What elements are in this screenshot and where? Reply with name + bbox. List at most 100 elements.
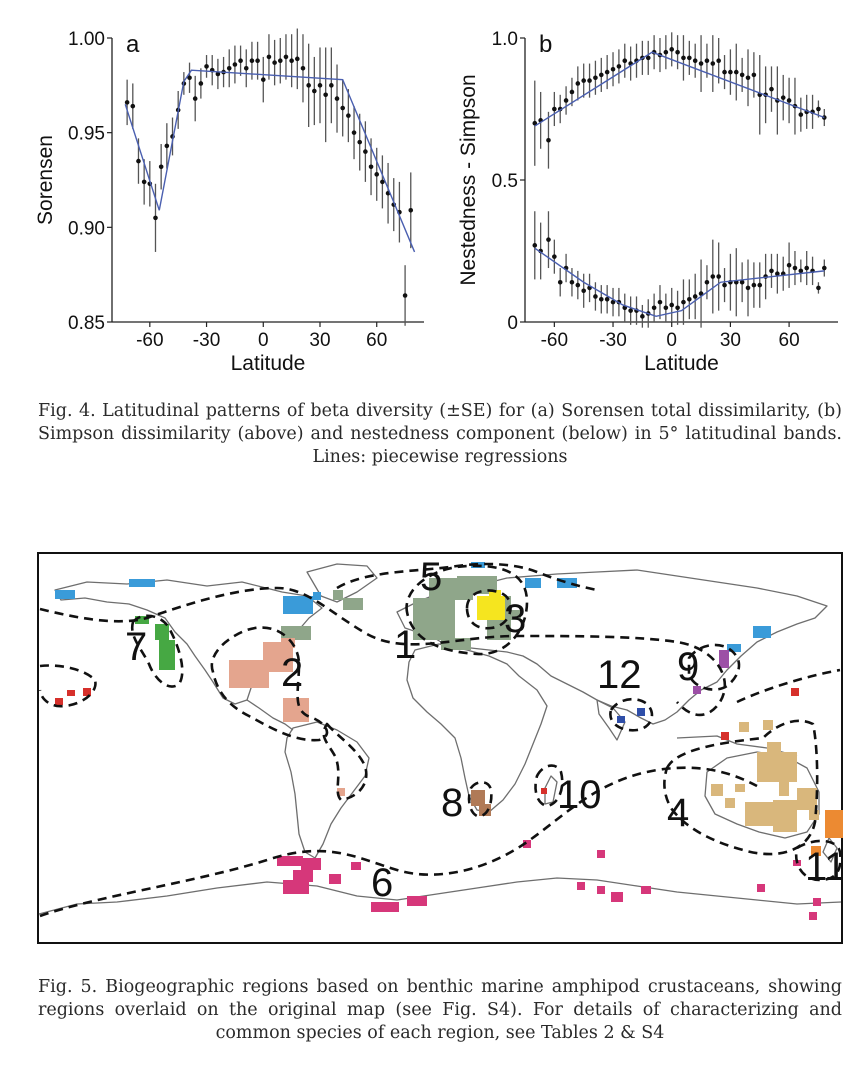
data-point	[581, 78, 586, 83]
x-tick-label: 60	[779, 330, 800, 351]
data-point	[141, 179, 147, 185]
region-cell-sand	[767, 742, 781, 754]
region-boundaries	[38, 562, 842, 918]
regression-line	[124, 69, 416, 253]
data-point	[334, 96, 340, 101]
data-point	[651, 305, 657, 311]
data-point	[692, 58, 698, 64]
region-cell-blue	[557, 578, 577, 588]
data-point	[563, 98, 569, 103]
data-point	[745, 285, 751, 291]
data-point	[669, 47, 675, 52]
region-cell-red	[67, 690, 75, 696]
x-tick-label: -60	[541, 330, 568, 351]
region-cell-yellow	[477, 596, 505, 620]
data-point	[798, 112, 804, 117]
x-tick-label: -30	[599, 330, 626, 351]
data-point	[657, 299, 663, 305]
y-tick-label: 1.0	[492, 29, 518, 50]
region-cell-grayGreen	[343, 598, 363, 610]
region-cell-sand	[757, 752, 797, 782]
data-point	[663, 49, 669, 55]
data-point	[569, 279, 575, 285]
x-axis-label: Latitude	[644, 352, 719, 375]
region-cell-grayGreen	[511, 610, 521, 620]
data-point	[300, 65, 306, 71]
region-cell-orange	[825, 810, 843, 838]
data-point	[329, 83, 334, 88]
panel-label: a	[126, 31, 140, 58]
region-cell-magenta	[277, 856, 303, 866]
data-point	[769, 268, 774, 274]
data-point	[822, 265, 827, 271]
y-axis-label: Nestedness - Simpson	[457, 74, 480, 285]
x-tick-label: -60	[136, 330, 163, 351]
x-tick-label: 60	[366, 330, 387, 351]
x-tick-label: 0	[666, 330, 677, 351]
data-point	[751, 282, 757, 288]
region-cell-blue	[283, 596, 313, 614]
data-point	[804, 265, 809, 271]
region-cell-navy	[617, 716, 625, 723]
region-cell-grayGreen	[457, 576, 497, 594]
region-cell-red	[83, 688, 91, 696]
region-cell-magenta	[597, 886, 605, 894]
data-point	[357, 139, 363, 145]
region-cells	[55, 562, 843, 920]
data-point	[402, 293, 408, 298]
data-point	[272, 60, 277, 65]
data-point	[380, 179, 385, 185]
data-point	[587, 78, 592, 83]
data-point	[604, 296, 610, 302]
region-label-3: 3	[504, 597, 526, 641]
panel-label: b	[539, 31, 552, 58]
region-cell-magenta	[757, 884, 765, 892]
region-cell-magenta	[371, 902, 399, 912]
new-zealand-outline	[822, 837, 838, 863]
region-cell-blue	[313, 592, 321, 600]
data-point	[153, 215, 158, 221]
boundary-region-8	[467, 780, 493, 818]
y-tick-label: 0.5	[492, 171, 518, 192]
region-cell-sand	[739, 722, 749, 732]
data-point	[616, 64, 622, 69]
y-tick-label: 0.90	[68, 218, 105, 239]
data-point	[340, 105, 345, 111]
region-cell-magenta	[611, 892, 623, 902]
region-cell-purple	[693, 686, 701, 694]
data-point	[710, 61, 716, 66]
data-point	[798, 268, 804, 274]
boundary-region-10	[534, 764, 564, 808]
region-cell-blue	[129, 579, 155, 587]
data-point	[687, 296, 692, 302]
region-cell-green	[155, 624, 169, 640]
region-cell-salmon	[337, 788, 345, 796]
data-point	[546, 137, 551, 143]
data-point	[374, 172, 380, 177]
data-point	[581, 288, 586, 294]
region-labels: 5 1 3 7 2 12 9 8 10 4 11 6	[125, 555, 843, 905]
data-point	[739, 72, 745, 78]
data-point	[622, 58, 628, 64]
region-cell-red	[721, 732, 729, 740]
data-point	[745, 75, 751, 81]
boundary-southern-ocean	[39, 766, 758, 918]
data-point	[598, 72, 604, 78]
data-point	[681, 299, 686, 305]
region-label-6: 6	[371, 861, 393, 905]
data-point	[610, 299, 616, 305]
fig5-map: 5 1 3 7 2 12 9 8 10 4 11 6	[37, 552, 843, 944]
data-point	[198, 81, 204, 86]
region-cell-green	[135, 616, 149, 624]
region-label-12: 12	[597, 653, 642, 697]
boundary-region-5-top	[336, 562, 598, 592]
data-point	[124, 100, 130, 105]
data-point	[716, 274, 721, 279]
y-tick-label: 0.85	[68, 313, 105, 334]
region-cell-red	[791, 688, 799, 696]
region-cell-sand	[809, 810, 819, 820]
data-point	[716, 58, 721, 64]
madagascar-outline	[544, 775, 558, 805]
boundary-region-12	[609, 697, 654, 732]
region-cell-blue	[55, 590, 75, 599]
